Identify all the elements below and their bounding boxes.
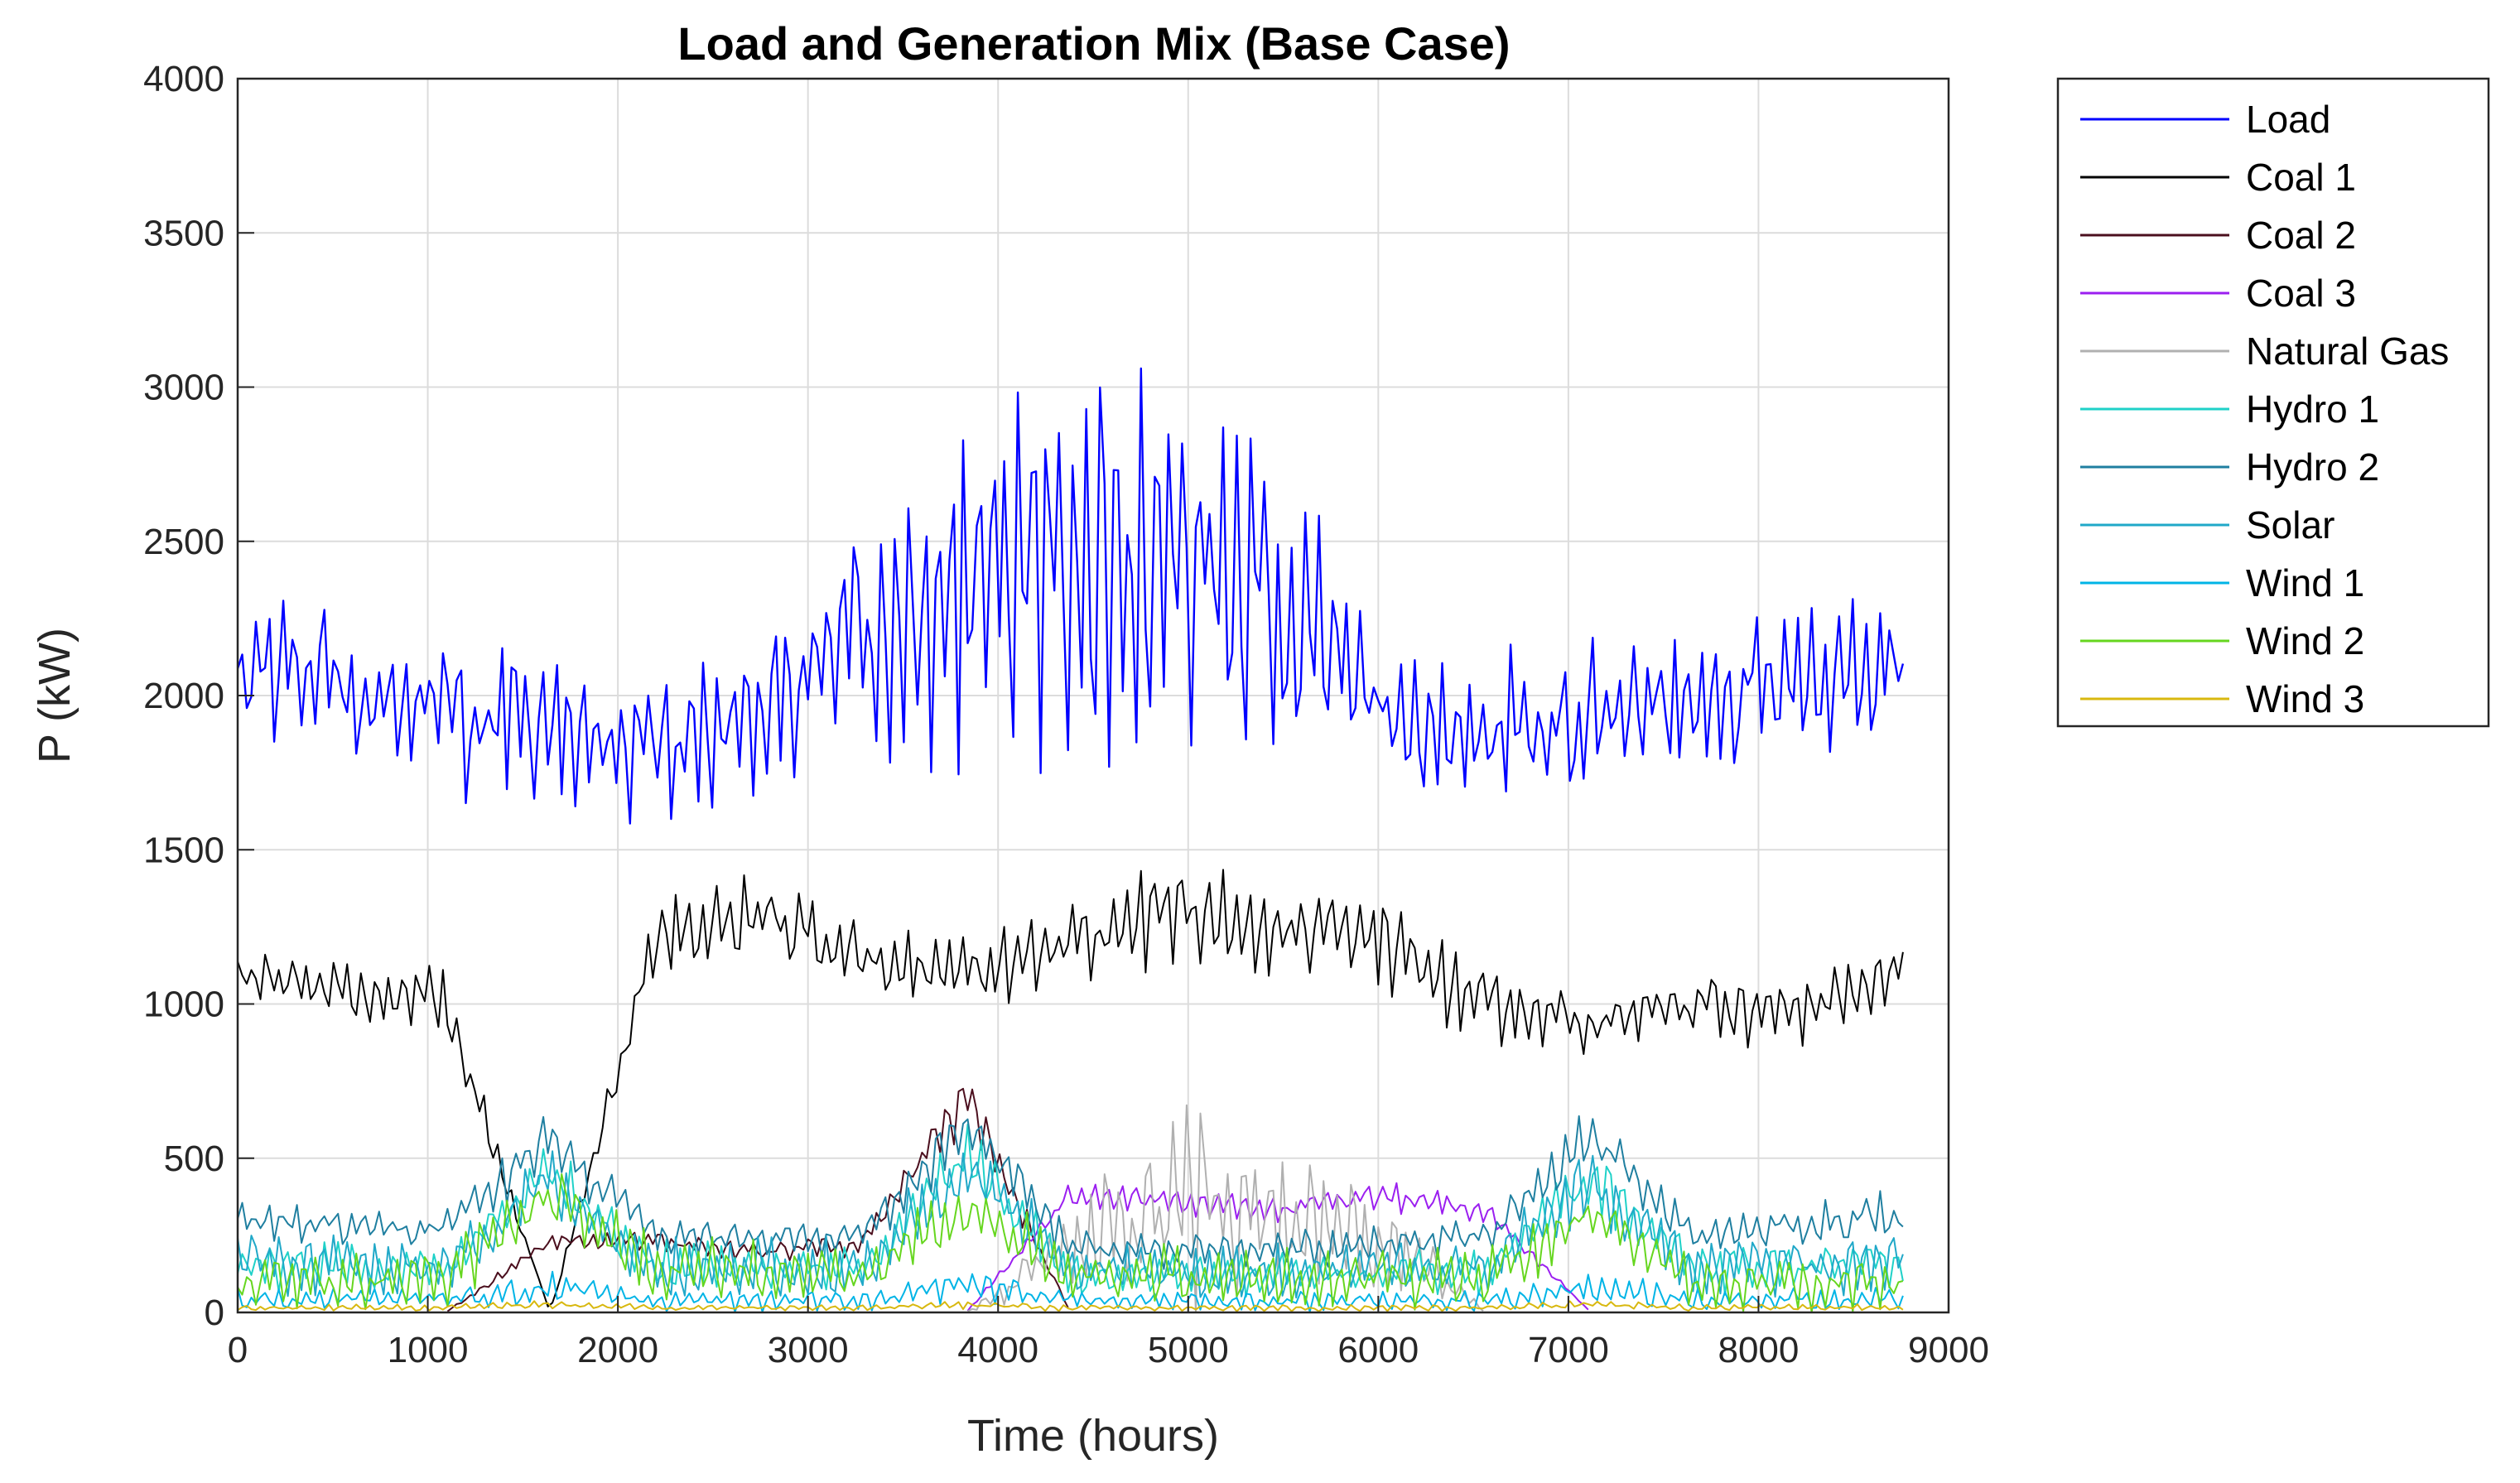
x-tick-label: 8000 [1718, 1330, 1799, 1370]
x-tick-label: 7000 [1528, 1330, 1609, 1370]
tick-labels: 0 1000 2000 3000 4000 5000 6000 7000 8000 9000 0 50… [143, 59, 1989, 1370]
y-tick-label: 4000 [143, 59, 224, 99]
y-tick-label: 2500 [143, 522, 224, 562]
series-line [238, 1173, 1904, 1312]
x-tick-label: 1000 [388, 1330, 469, 1370]
series-line [238, 1115, 1904, 1270]
y-tick-label: 2000 [143, 676, 224, 716]
y-tick-label: 0 [205, 1293, 224, 1333]
x-tick-label: 2000 [577, 1330, 658, 1370]
legend-label: Wind 3 [2246, 677, 2364, 720]
series-group [238, 367, 1905, 1312]
x-tick-label: 9000 [1908, 1330, 1989, 1370]
series-line [446, 1087, 1069, 1312]
series-line [238, 367, 1905, 825]
x-axis-label: Time (hours) [967, 1411, 1219, 1461]
x-tick-label: 3000 [768, 1330, 849, 1370]
legend-label: Hydro 2 [2246, 445, 2379, 489]
legend-label: Load [2246, 98, 2330, 141]
series-line [966, 1182, 1589, 1312]
series-line [238, 869, 1904, 1307]
chart-title: Load and Generation Mix (Base Case) [677, 17, 1510, 70]
y-axis-label: P (kW) [30, 628, 80, 763]
legend-label: Solar [2246, 503, 2334, 546]
legend-label: Coal 1 [2246, 156, 2356, 199]
series-line [238, 1300, 1904, 1312]
series-line [238, 1150, 1904, 1299]
legend: Load Coal 1 Coal 2 Coal 3 Natural Gas Hydro … [2080, 98, 2449, 720]
x-tick-label: 5000 [1148, 1330, 1229, 1370]
y-tick-label: 1000 [143, 985, 224, 1025]
legend-label: Wind 1 [2246, 561, 2364, 604]
legend-label: Wind 2 [2246, 619, 2364, 662]
x-tick-label: 6000 [1337, 1330, 1419, 1370]
y-tick-label: 500 [164, 1139, 224, 1179]
series-line [238, 1270, 1904, 1312]
legend-label: Hydro 1 [2246, 388, 2379, 431]
x-tick-label: 4000 [957, 1330, 1038, 1370]
legend-label: Coal 3 [2246, 272, 2356, 315]
x-tick-label: 0 [228, 1330, 248, 1370]
y-tick-label: 3000 [143, 368, 224, 408]
y-tick-label: 1500 [143, 830, 224, 870]
legend-label: Coal 2 [2246, 214, 2356, 257]
legend-box [2056, 77, 2490, 728]
legend-label: Natural Gas [2246, 330, 2449, 373]
y-tick-label: 3500 [143, 213, 224, 253]
